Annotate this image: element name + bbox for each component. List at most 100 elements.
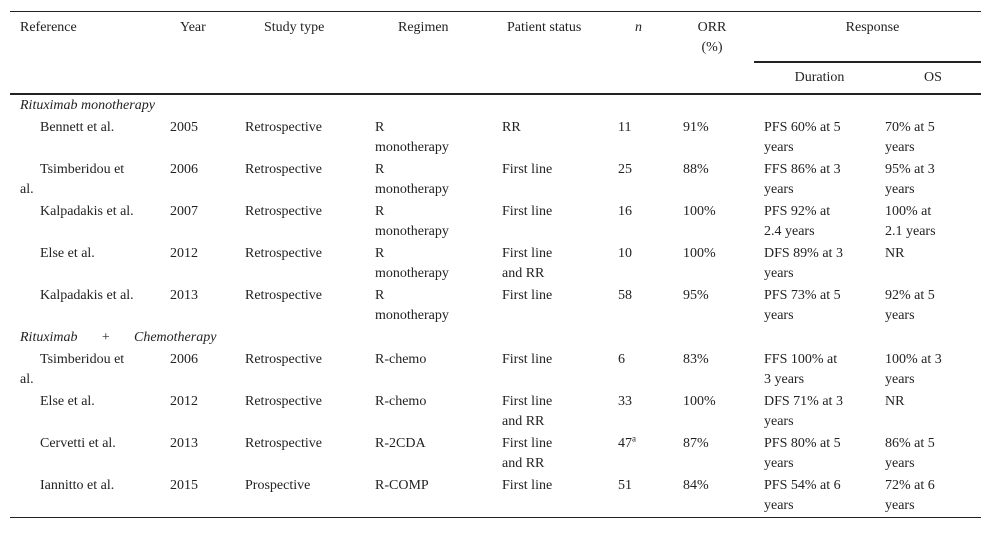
cell: 2005 bbox=[170, 119, 198, 135]
cell: 11 bbox=[618, 119, 632, 135]
cell: First line and RR bbox=[502, 393, 553, 429]
results-table: Reference Year Study type Regimen Patien… bbox=[10, 11, 982, 518]
cell: 2015 bbox=[160, 474, 235, 518]
cell: 72% at 6 years bbox=[875, 474, 982, 518]
cell: Else et al. bbox=[40, 245, 95, 261]
table-body: Rituximab monotherapy Bennett et al. 2005 R… bbox=[10, 94, 982, 518]
cell: 58 bbox=[618, 287, 632, 303]
cell: 2012 bbox=[170, 245, 198, 261]
data-row: Iannitto et al. 2015 Prospective R-COMP Firs… bbox=[10, 474, 982, 518]
data-row: Kalpadakis et al. 2007 Retrospective R mono… bbox=[10, 201, 981, 243]
cell: First line bbox=[502, 351, 553, 367]
header-cell: Patient status bbox=[507, 20, 582, 35]
data-row: Tsimberidou et al. 2006 Retrospective R mon… bbox=[10, 159, 981, 201]
cell: DFS 89% at 3 years bbox=[764, 245, 843, 281]
cell: 6 bbox=[618, 351, 625, 367]
cell: 95% at 3 years bbox=[885, 161, 935, 197]
cell: 47a bbox=[608, 433, 673, 475]
cell: R-COMP bbox=[365, 474, 492, 518]
cell: 91% bbox=[683, 119, 709, 135]
cell: 51 bbox=[608, 474, 673, 518]
cell: Iannitto et al. bbox=[10, 474, 160, 518]
data-row: Tsimberidou et al. 2006 Retrospective R-che… bbox=[10, 349, 981, 391]
cell: PFS 60% at 5 years bbox=[764, 119, 841, 155]
cell: 83% bbox=[683, 351, 709, 367]
cell: PFS 73% at 5 years bbox=[764, 287, 841, 323]
header-cell: Regimen bbox=[398, 20, 449, 35]
cell: Retrospective bbox=[245, 287, 322, 303]
cell: PFS 80% at 5 years bbox=[764, 435, 841, 471]
cell: Kalpadakis et al. bbox=[40, 287, 134, 303]
cell: R monotherapy bbox=[375, 287, 449, 323]
cell: R-2CDA bbox=[375, 435, 426, 451]
cell: NR bbox=[885, 245, 905, 261]
header-cell: n bbox=[635, 20, 642, 35]
section-title: Rituximab + Chemotherapy bbox=[20, 329, 217, 345]
cell: Retrospective bbox=[245, 351, 322, 367]
cell: 2006 bbox=[170, 351, 198, 367]
cell: 87% bbox=[683, 435, 709, 451]
cell: 2013 bbox=[170, 435, 198, 451]
cell: R monotherapy bbox=[375, 119, 449, 155]
cell: Retrospective bbox=[245, 393, 322, 409]
cell: First line and RR bbox=[502, 245, 553, 281]
cell: Prospective bbox=[235, 474, 365, 518]
cell: 70% at 5 years bbox=[885, 119, 935, 155]
cell: 100% bbox=[683, 393, 716, 409]
footnote-marker: a bbox=[632, 432, 636, 443]
cell: 100% at 3 years bbox=[885, 351, 942, 387]
cell: Cervetti et al. bbox=[40, 435, 116, 451]
cell: DFS 71% at 3 years bbox=[764, 393, 843, 429]
cell: 2012 bbox=[170, 393, 198, 409]
cell: Tsimberidou et al. bbox=[20, 161, 125, 197]
header-text: ORR (%) bbox=[697, 20, 727, 55]
cell: RR bbox=[502, 119, 521, 135]
cell: 2013 bbox=[170, 287, 198, 303]
cell: R-chemo bbox=[375, 393, 427, 409]
header-cell: Year bbox=[180, 20, 206, 35]
cell: R monotherapy bbox=[375, 203, 449, 239]
cell: First line and RR bbox=[502, 435, 553, 471]
cell: 2006 bbox=[170, 161, 198, 177]
cell: 84% bbox=[673, 474, 754, 518]
cell: 88% bbox=[683, 161, 709, 177]
header-cell: Response bbox=[754, 11, 982, 63]
cell: 95% bbox=[683, 287, 709, 303]
header-cell: Duration bbox=[794, 69, 845, 85]
data-row: Else et al. 2012 Retrospective R monotherap… bbox=[10, 243, 981, 285]
cell: 10 bbox=[618, 245, 632, 261]
data-row: Kalpadakis et al. 2013 Retrospective R mono… bbox=[10, 285, 981, 327]
cell: Retrospective bbox=[245, 161, 322, 177]
header-cell: ORR (%) bbox=[673, 12, 754, 94]
cell: FFS 100% at 3 years bbox=[764, 351, 838, 387]
data-row: Bennett et al. 2005 Retrospective R monothe… bbox=[10, 117, 981, 159]
cell: Bennett et al. bbox=[40, 119, 115, 135]
cell: First line bbox=[502, 287, 553, 303]
section-row: Rituximab monotherapy bbox=[10, 94, 981, 117]
cell: Retrospective bbox=[245, 245, 322, 261]
cell: Kalpadakis et al. bbox=[40, 203, 134, 219]
cell: Tsimberidou et al. bbox=[20, 351, 125, 387]
cell: First line bbox=[502, 203, 553, 219]
header-row: Reference Year Study type Regimen Patien… bbox=[10, 11, 982, 63]
header-cell: Study type bbox=[264, 20, 325, 35]
cell: NR bbox=[885, 393, 905, 409]
cell: 33 bbox=[618, 393, 632, 409]
cell: First line bbox=[492, 474, 608, 518]
cell: 16 bbox=[618, 203, 632, 219]
section-title: Rituximab monotherapy bbox=[20, 97, 155, 113]
cell: R monotherapy bbox=[375, 245, 449, 281]
cell: 100% bbox=[683, 245, 716, 261]
cell: 25 bbox=[618, 161, 632, 177]
cell: First line bbox=[502, 161, 553, 177]
cell: R monotherapy bbox=[375, 161, 449, 197]
cell-text: 47 bbox=[618, 435, 632, 451]
cell: 86% at 5 years bbox=[885, 435, 935, 471]
cell: R-chemo bbox=[375, 351, 427, 367]
cell: Else et al. bbox=[40, 393, 95, 409]
section-row: Rituximab + Chemotherapy bbox=[10, 327, 981, 349]
cell: Retrospective bbox=[245, 435, 322, 451]
cell: 92% at 5 years bbox=[885, 287, 935, 323]
cell: Retrospective bbox=[245, 203, 322, 219]
